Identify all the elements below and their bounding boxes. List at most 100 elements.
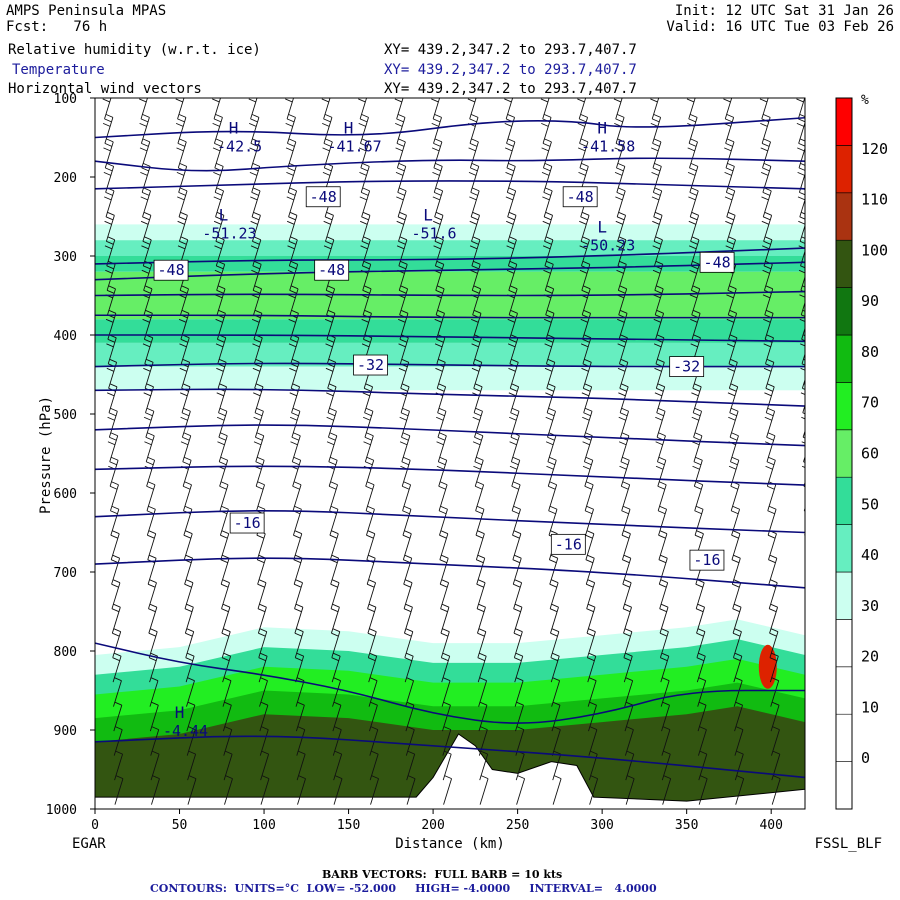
wind-barb-flag [334,750,342,755]
wind-barb [217,432,228,462]
wind-barb-staff [439,558,449,585]
wind-barb-flag [288,240,297,245]
wind-barb-flag [765,285,773,290]
wind-barb-staff [365,460,375,487]
wind-barb-flag [258,632,266,637]
wind-barb [148,603,158,634]
wind-barb-flag [802,412,805,415]
wind-barb-flag [405,628,413,633]
wind-barb-flag [110,510,118,515]
wind-barb-flag [729,309,737,314]
wind-barb-flag [406,652,414,657]
wind-barb [476,603,486,634]
wind-barb-staff [257,558,267,585]
wind-barb-flag [176,171,185,176]
wind-barb [577,138,589,169]
wind-barb [436,456,448,487]
wind-barb-flag [698,701,707,706]
wind-barb-staff [474,411,483,438]
wind-barb-flag [801,465,805,468]
wind-barb [548,505,558,536]
wind-barb-staff [104,98,112,120]
wind-barb-flag [255,461,263,466]
wind-barb-flag [799,294,805,298]
wind-barb-staff [798,146,805,169]
wind-barb [293,530,303,560]
wind-barb-flag [506,142,514,147]
wind-barb-flag [590,750,598,755]
wind-barb-flag [511,485,519,490]
wind-barb [394,98,404,120]
wind-barb-flag [504,122,512,127]
wind-barb-staff [689,166,699,193]
wind-barb-staff [367,582,376,609]
wind-barb-flag [147,456,155,461]
wind-barb-flag [257,481,265,486]
wind-barb-flag [176,147,184,152]
wind-barb-staff [513,582,523,609]
wind-barb-flag [626,726,634,731]
wind-barb [695,579,705,609]
wind-barb-flag [212,147,221,152]
wind-barb-flag [395,171,404,176]
wind-barb-flag [216,187,224,192]
wind-barb-flag [219,485,227,490]
wind-barb [290,432,301,462]
wind-barb-flag [325,240,333,245]
wind-barb-staff [802,429,805,438]
wind-barb-flag [431,122,439,127]
wind-barb-flag [765,387,774,392]
wind-barb-flag [327,309,336,314]
colorbar-tick-label: 110 [861,191,888,209]
wind-barb-flag [434,90,441,93]
wind-barb-flag [327,412,336,417]
wind-barb-flag [407,726,415,731]
wind-barb [109,481,119,511]
wind-barb-flag [504,98,512,103]
wind-barb-flag [585,481,594,486]
wind-barb-flag [809,702,816,705]
wind-barb [111,579,121,609]
wind-barb-staff [406,778,416,805]
wind-barb-flag [809,751,816,754]
extremum-value: -51.6 [411,224,456,242]
wind-barb-flag [105,318,114,323]
wind-barb-staff [293,533,303,560]
wind-barb-flag [476,505,485,510]
wind-barb-staff [145,435,155,462]
wind-barb-flag [579,245,587,250]
contour-label: -16 [550,533,586,555]
wind-barb-flag [730,407,739,412]
wind-barb-flag [663,775,671,780]
wind-barb-flag [767,432,776,437]
wind-barb-flag [257,583,265,588]
colorbar-bin [835,429,853,478]
wind-barb-flag [403,481,411,486]
wind-barb-staff [292,460,302,487]
wind-barb-flag [691,187,699,192]
wind-barb-flag [761,142,770,147]
wind-barb-flag [214,245,222,250]
wind-barb-flag [726,216,734,221]
wind-barb-flag [800,162,805,166]
wind-barb-flag [106,162,114,167]
wind-barb-staff [505,98,514,120]
wind-barb-flag [249,171,258,176]
wind-barb-flag [508,187,516,192]
wind-barb-flag [366,481,375,486]
wind-barb-staff [766,435,776,462]
wind-barb-staff [469,117,479,144]
wind-barb-flag [109,485,118,490]
wind-barb-flag [224,750,233,755]
wind-barb [621,530,631,560]
wind-barb-staff [651,98,660,120]
wind-barb-staff [474,435,484,462]
wind-barb-flag [433,167,442,172]
wind-barb-staff [182,460,192,487]
wind-barb-flag [734,652,742,657]
wind-barb-flag [404,579,413,584]
wind-barb [516,775,526,805]
wind-barb [151,775,160,805]
wind-barb-flag [150,628,158,633]
wind-barb-flag [438,510,447,515]
